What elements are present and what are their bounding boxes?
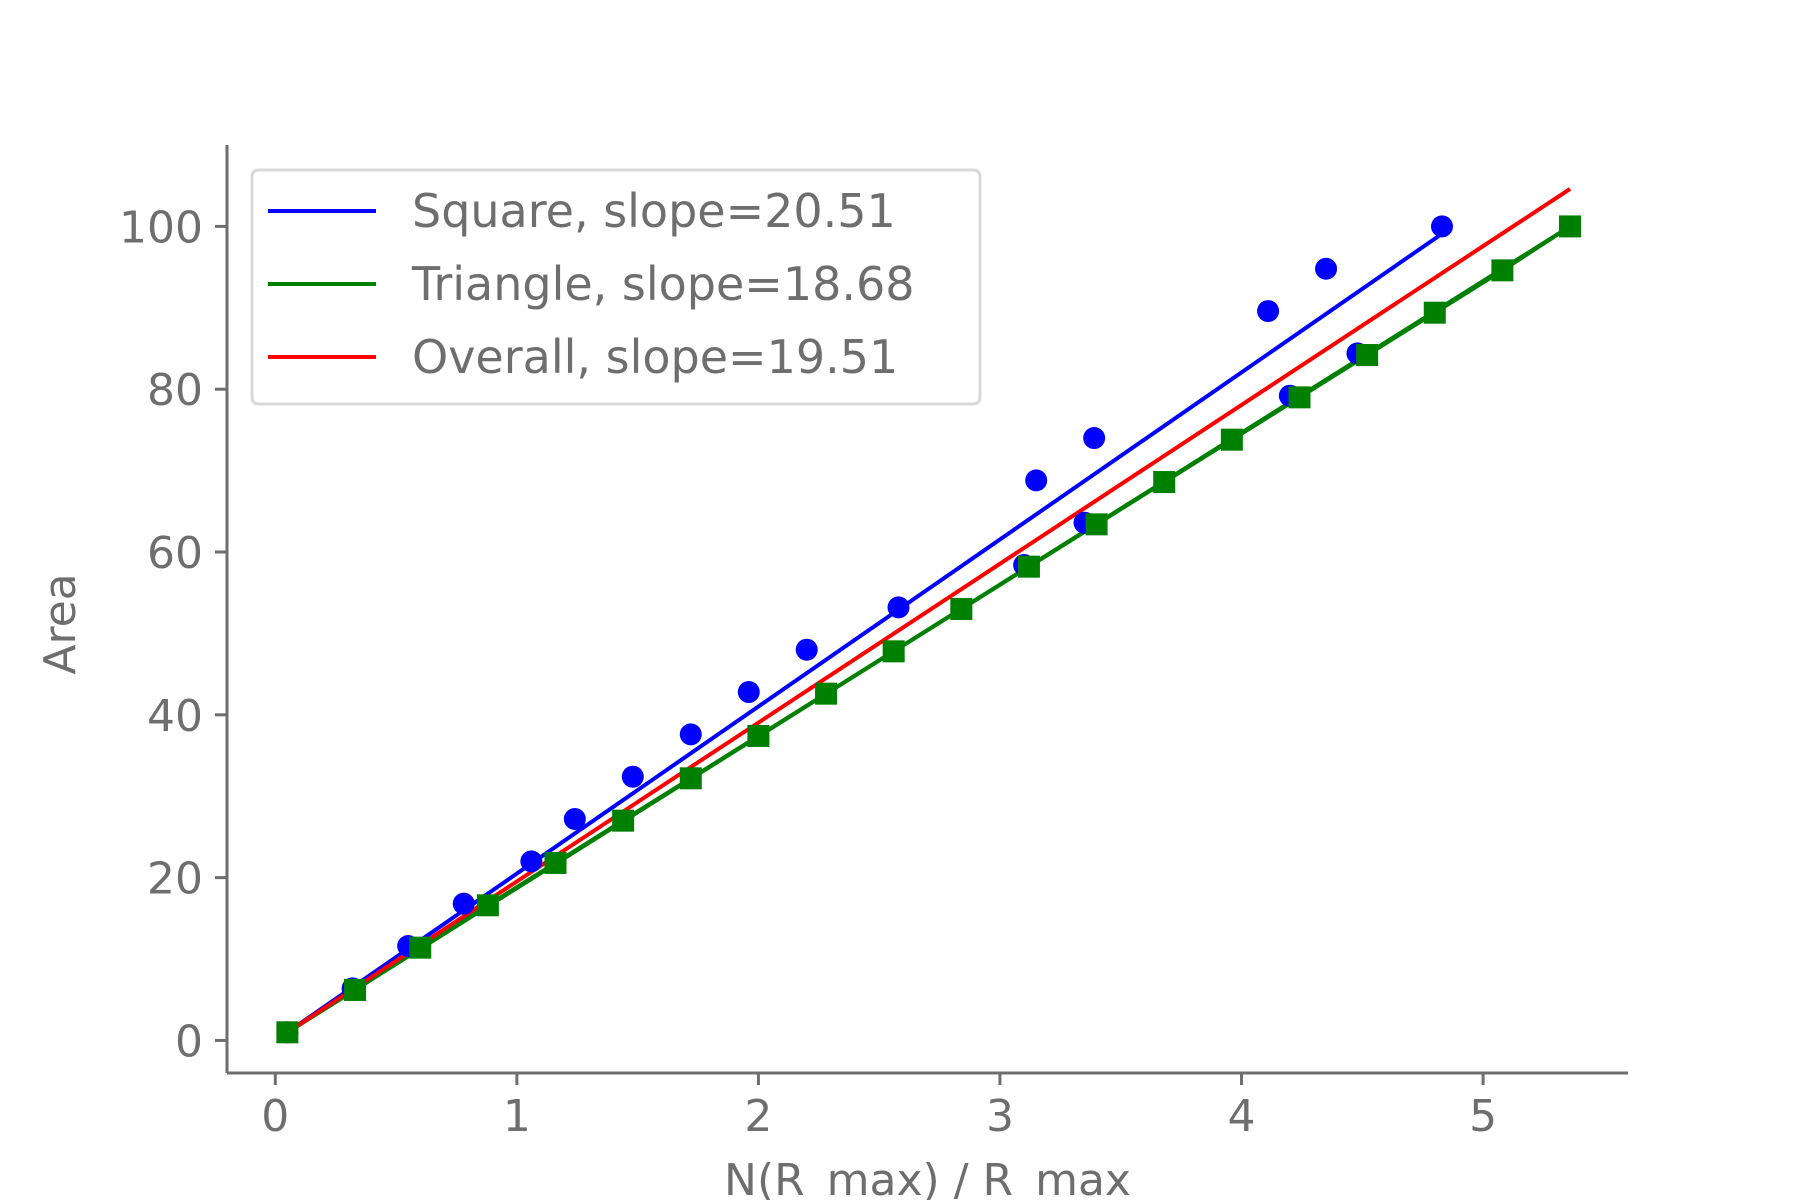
square-point [1431, 215, 1454, 238]
triangle-point [950, 598, 973, 620]
triangle-point [679, 767, 702, 790]
y-tick-label: 0 [175, 1016, 203, 1067]
x-axis-label: N(R_max) / R_max [724, 1155, 1131, 1200]
square-point [679, 723, 702, 746]
square-point [452, 892, 475, 915]
square-point [520, 850, 543, 873]
y-tick-label: 40 [147, 691, 203, 742]
overall-fit-line [286, 187, 1572, 1034]
y-axis-label: Area [35, 573, 86, 674]
triangle-point [1085, 513, 1108, 536]
x-tick-label: 2 [744, 1091, 772, 1142]
triangle-point [882, 640, 905, 663]
square-point [621, 765, 644, 788]
triangle-point [476, 894, 499, 917]
triangle-point [1017, 555, 1040, 578]
y-tick-label: 100 [119, 202, 203, 253]
square-point [887, 596, 910, 619]
triangle-point [1220, 428, 1243, 451]
square-point [1257, 300, 1280, 323]
x-tick-label: 5 [1469, 1091, 1497, 1142]
triangle-point [1288, 386, 1311, 409]
x-tick-label: 4 [1228, 1091, 1256, 1142]
legend-frame [250, 168, 982, 406]
square-point [563, 808, 586, 831]
triangle-point [612, 809, 635, 832]
tick-labels: 0 1 2 3 4 5 0 20 40 60 80 100 [119, 202, 1497, 1142]
square-point [1083, 427, 1106, 450]
x-tick-label: 0 [261, 1091, 289, 1142]
triangle-point [276, 1021, 299, 1044]
triangle-point [409, 936, 432, 959]
triangle-legend-label: Triangle, slope=18.68 [411, 257, 915, 311]
x-tick-label: 3 [986, 1091, 1014, 1142]
axes [215, 145, 1628, 1085]
square-point [1315, 257, 1338, 280]
triangle-point [544, 851, 567, 874]
triangle-point [747, 724, 770, 747]
triangle-point [1423, 301, 1446, 324]
x-tick-label: 1 [503, 1091, 531, 1142]
triangle-point [1491, 259, 1514, 282]
square-legend-label: Square, slope=20.51 [412, 184, 896, 238]
triangle-point [1559, 215, 1582, 238]
triangle-point [1153, 471, 1176, 494]
legend-items: Square, slope=20.51 Triangle, slope=18.68… [268, 184, 915, 384]
y-tick-label: 20 [147, 854, 203, 905]
overall-legend-label: Overall, slope=19.51 [412, 330, 898, 384]
triangle-point [815, 682, 838, 705]
triangle-point [1356, 344, 1379, 367]
legend: Square, slope=20.51 Triangle, slope=18.68… [250, 168, 982, 406]
square-point [1025, 469, 1048, 492]
square-point [795, 638, 818, 661]
y-tick-label: 80 [147, 365, 203, 416]
square-point [737, 681, 760, 704]
triangle-point [344, 978, 367, 1001]
y-tick-label: 60 [147, 528, 203, 579]
data-markers [276, 215, 1582, 1044]
